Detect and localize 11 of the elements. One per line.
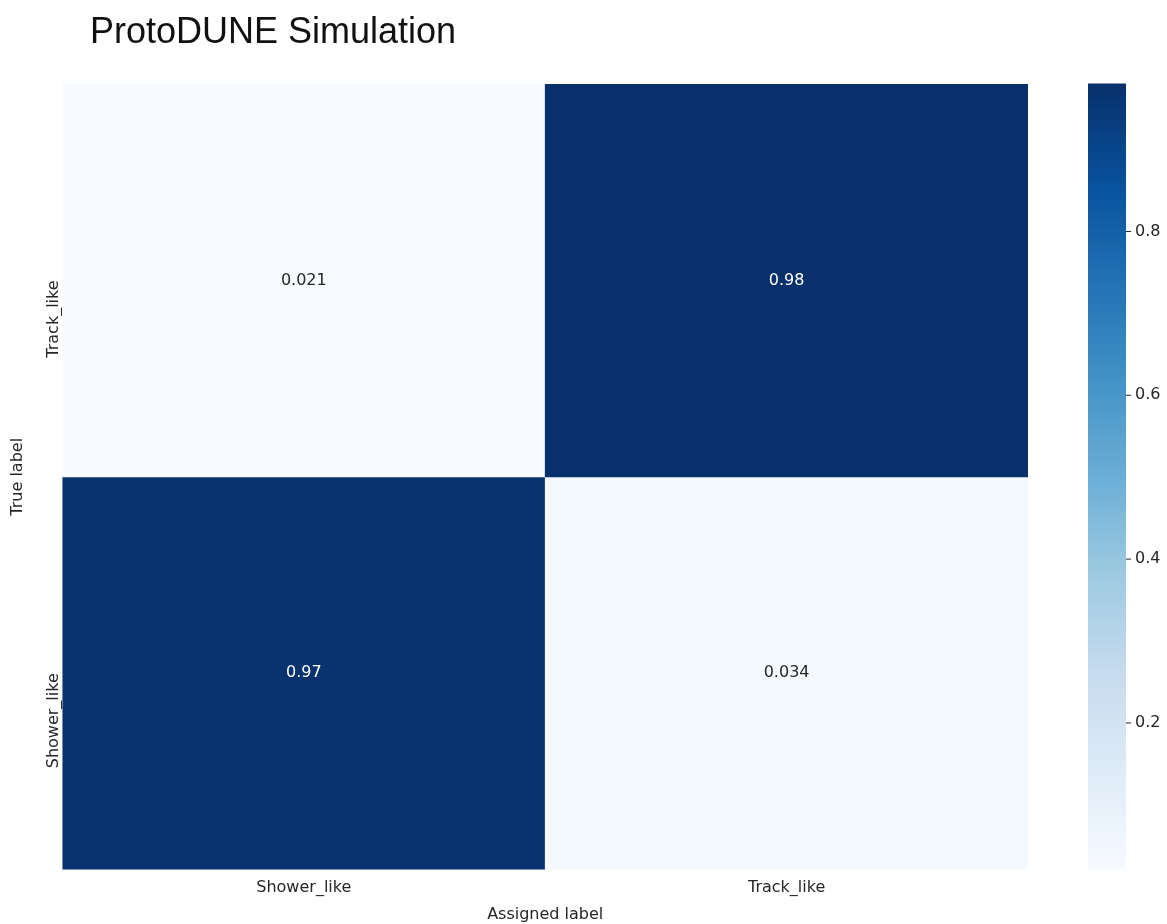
data-label: 0.97 [285,662,322,682]
color-bar-label: 0.8 [1135,220,1161,240]
data-label: 0.021 [280,269,327,289]
chart-title: ProtoDUNE Simulation [90,10,457,52]
color-bar-label: 0.6 [1135,384,1161,404]
color-bar-label: 0.4 [1135,548,1161,568]
x-axis-title: Assigned label [487,903,604,923]
y-axis-title: True label [6,437,26,517]
color-bar-label: 0.2 [1135,712,1161,732]
data-label: 0.034 [763,662,810,682]
data-label: 0.98 [768,269,805,289]
